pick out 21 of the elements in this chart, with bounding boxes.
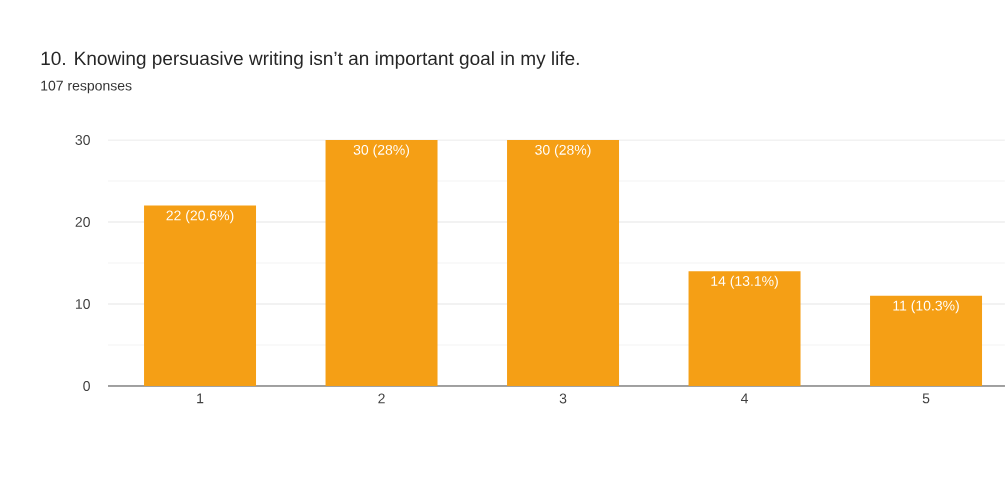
x-tick-label: 3 <box>559 393 567 404</box>
chart-title: 10. Knowing persuasive writing isn’t an important goal in my life. <box>41 51 579 69</box>
y-tick-label: 20 <box>75 217 90 227</box>
x-tick-label: 2 <box>378 393 385 404</box>
bar <box>325 139 438 386</box>
data-label: 11 (10.3%) <box>893 300 959 314</box>
data-label: 14 (13.1%) <box>711 275 778 289</box>
bar <box>870 295 983 386</box>
bar <box>507 139 620 386</box>
bar <box>144 205 257 386</box>
x-tick-label: 1 <box>197 393 204 404</box>
y-tick-label: 10 <box>75 299 90 309</box>
x-tick-label: 5 <box>922 393 930 404</box>
data-label: 30 (28%) <box>535 144 591 158</box>
y-tick-label: 0 <box>83 381 90 391</box>
chart-subtitle: 107 responses <box>41 80 132 94</box>
x-tick-label: 4 <box>740 393 749 404</box>
bar <box>688 271 801 386</box>
y-tick-label: 30 <box>75 135 90 145</box>
data-label: 22 (20.6%) <box>166 210 234 224</box>
data-label: 30 (28%) <box>353 144 410 158</box>
